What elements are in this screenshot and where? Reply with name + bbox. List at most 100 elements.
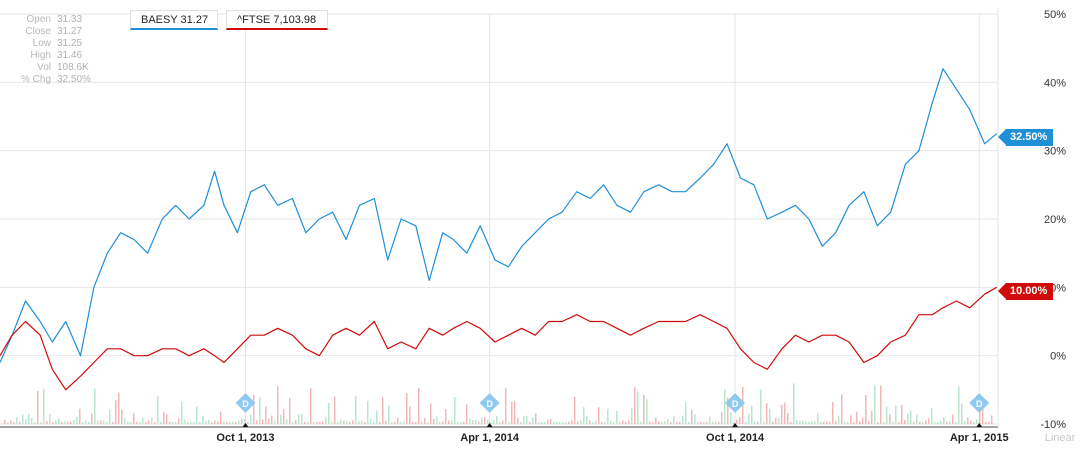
volume-bar [742,386,744,424]
volume-bar [361,421,363,424]
volume-bar [877,421,879,424]
y-tick-label: 20% [1044,214,1066,226]
volume-bar [463,421,465,424]
volume-bar [7,421,9,424]
ohlc-value: 31.25 [57,38,83,49]
volume-bar [217,421,219,424]
volume-bar [241,418,243,424]
volume-bar [865,395,867,424]
volume-bar [790,421,792,424]
ohlc-row-close: Close 31.27 [8,26,91,38]
volume-bar [64,421,66,424]
volume-bar [328,402,330,424]
y-tick-labels: 50%40%30%20%10%0%-10% [1040,9,1066,431]
volume-bar [94,388,96,424]
volume-bar [286,419,288,424]
ohlc-label: Open [26,14,51,25]
volume-bar [514,401,516,424]
volume-bar [907,413,909,424]
ohlc-row-low: Low 31.25 [8,38,91,50]
volume-bar [13,421,15,424]
dividend-marker[interactable]: D [479,393,500,427]
volume-bar [856,411,858,424]
volume-bar [829,421,831,424]
volume-bar [340,419,342,424]
volume-bar [535,413,537,424]
volume-bar [760,389,762,424]
volume-bar [571,420,573,424]
volume-bar [493,420,495,424]
volume-bar [814,421,816,424]
legend-series-ftse[interactable]: ^FTSE 7,103.98 [226,10,328,30]
volume-bar [355,395,357,424]
volume-bar [151,417,153,424]
volume-bar [160,422,162,424]
volume-bar [196,406,198,424]
volume-bar [301,413,303,424]
volume-bar [892,421,894,424]
dividend-diamond [479,393,500,413]
volume-bar [325,416,327,424]
volume-bar [220,411,222,424]
volume-bar [937,421,939,424]
volume-bar [466,404,468,424]
volume-bar [460,421,462,424]
volume-bar [16,417,18,424]
x-tick-labels: Oct 1, 2013 Apr 1, 2014 Oct 1, 2014 Apr 1, … [216,432,1008,444]
scale-mode-label[interactable]: Linear [1045,432,1076,444]
volume-bar [412,421,414,424]
volume-bar [430,403,432,424]
volume-bar [928,418,930,424]
volume-bar [280,414,282,424]
volume-bar [820,421,822,424]
volume-bar [739,417,741,424]
volume-bar [370,418,372,424]
volume-bar [271,415,273,424]
volume-bar [607,408,609,424]
volume-bar [955,421,957,424]
volume-bar [796,420,798,424]
volume-bar [772,421,774,424]
volume-bar [148,420,150,424]
volume-bar [409,406,411,424]
volume-bar [625,422,627,424]
volume-bar [85,420,87,424]
volume-bar [118,392,120,424]
last-value-badge-ftse: 10.00% [997,283,1054,300]
volume-bar [406,393,408,424]
y-tick-label: 30% [1044,146,1066,158]
volume-bar [919,421,921,424]
volume-bar [628,420,630,424]
volume-bar [22,414,24,424]
volume-bar [547,419,549,424]
volume-bar [40,421,42,424]
volume-bar [214,420,216,424]
volume-bar [397,417,399,424]
volume-bar [949,421,951,424]
volume-bar [931,408,933,424]
volume-bar [889,414,891,424]
dividend-marker[interactable]: D [725,393,745,427]
volume-bar [28,413,30,424]
volume-bar [130,421,132,424]
dividend-marker[interactable]: D [969,393,990,427]
volume-bar [565,421,567,424]
volume-bar [388,405,390,424]
volume-bar [601,421,603,424]
volume-bar [709,416,711,424]
volume-bar [472,420,474,424]
volume-bar [337,421,339,424]
volume-bar [316,421,318,424]
volume-bar [652,421,654,424]
volume-bar [670,422,672,424]
volume-bar [184,419,186,424]
volume-bar [649,421,651,424]
volume-bar [145,421,147,424]
volume-bar [436,416,438,424]
legend-series-baesy[interactable]: BAESY 31.27 [130,10,218,30]
volume-bar [190,421,192,424]
volume-bar [970,420,972,424]
volume-bar [559,421,561,424]
dividend-marker[interactable]: D [235,393,256,427]
volume-bar [283,409,285,424]
